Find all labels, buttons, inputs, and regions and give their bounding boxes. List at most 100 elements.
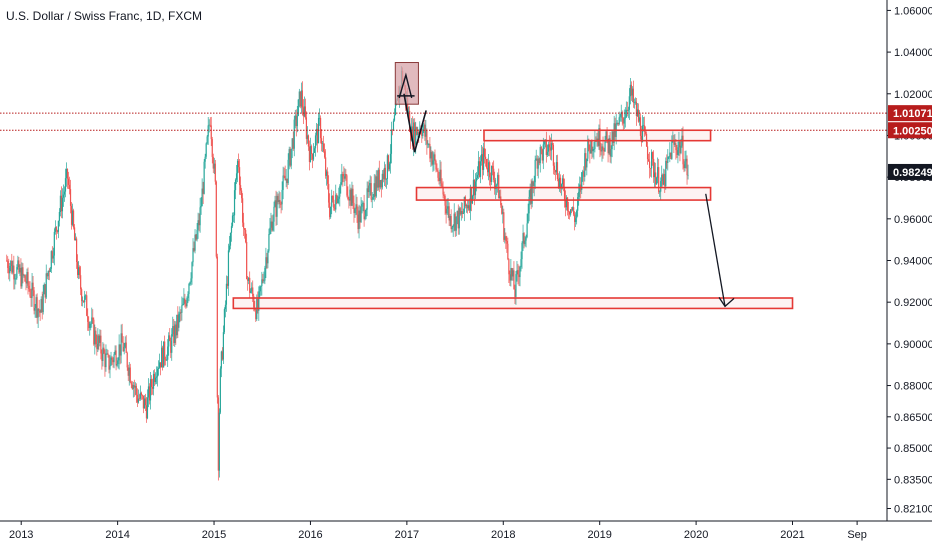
candle-body xyxy=(50,251,52,269)
candle-body xyxy=(161,347,163,368)
price-tick-label: 0.82100 xyxy=(894,503,932,515)
candle-body xyxy=(229,232,232,246)
candle-body xyxy=(678,141,680,148)
candle-body xyxy=(326,171,328,176)
candle-body xyxy=(328,183,330,203)
candle-body xyxy=(56,230,58,232)
candle-body xyxy=(571,209,573,211)
candle-body xyxy=(300,90,302,107)
candle-body xyxy=(221,351,223,360)
candle-body xyxy=(215,181,217,257)
candle-body xyxy=(280,204,282,205)
candle-body xyxy=(677,147,679,155)
candle-body xyxy=(44,284,46,298)
candle-body xyxy=(549,147,551,151)
candle-body xyxy=(561,178,564,185)
candle-body xyxy=(128,367,130,376)
candle-body xyxy=(376,176,378,188)
candle-body xyxy=(384,167,386,180)
candle-body xyxy=(634,101,637,103)
candle-body xyxy=(45,273,47,298)
candle-body xyxy=(426,130,428,145)
candle-body xyxy=(109,365,111,370)
candle-body xyxy=(633,102,635,103)
price-tag-label: 1.00250 xyxy=(893,125,932,137)
candle-body xyxy=(68,184,71,190)
candle-body xyxy=(609,138,611,157)
candle-body xyxy=(125,342,127,353)
candle-body xyxy=(292,138,294,149)
candle-body xyxy=(89,323,91,329)
candle-body xyxy=(564,200,567,208)
candle-body xyxy=(608,138,610,154)
candle-body xyxy=(641,125,644,143)
candle-body xyxy=(482,148,485,170)
candle-body xyxy=(82,300,84,302)
candle-body xyxy=(129,367,131,383)
candle-body xyxy=(10,260,12,267)
candle-body xyxy=(19,267,21,273)
candle-body xyxy=(59,195,62,212)
candle-body xyxy=(303,106,305,117)
candle-body xyxy=(410,131,412,141)
candle-body xyxy=(378,169,380,188)
candle-body xyxy=(665,161,667,187)
overlays-layer xyxy=(0,62,887,310)
price-tag-box xyxy=(888,105,932,122)
candle-body xyxy=(191,262,193,279)
candle-body xyxy=(457,211,459,229)
candle-body xyxy=(566,197,569,211)
candle-body xyxy=(501,205,503,214)
candle-body xyxy=(204,156,206,162)
candle-body xyxy=(193,248,195,251)
candle-body xyxy=(305,117,308,139)
time-axis[interactable]: 2013 2014 2015 2016 2017 2018 2019 2020 2021 Sep xyxy=(9,521,867,541)
price-tick-label: 1.02000 xyxy=(894,89,932,101)
candle-body xyxy=(386,155,388,179)
candle-body xyxy=(181,305,183,313)
candle-body xyxy=(537,158,539,169)
candle-body xyxy=(623,118,625,124)
candle-body xyxy=(22,267,24,276)
candle-body xyxy=(64,178,67,192)
candle-body xyxy=(431,152,433,165)
candle-body xyxy=(417,132,419,135)
candle-body xyxy=(461,211,463,214)
time-tick-label: 2014 xyxy=(105,529,129,541)
candle-body xyxy=(81,289,83,302)
candle-body xyxy=(475,178,478,182)
price-tick-label: 0.94000 xyxy=(894,256,932,268)
candle-body xyxy=(279,199,281,205)
candle-body xyxy=(483,148,486,157)
candle-body xyxy=(123,346,125,352)
arrow-head xyxy=(718,296,735,308)
candle-body xyxy=(490,177,492,182)
candle-body xyxy=(359,210,361,223)
candle-body xyxy=(340,182,342,187)
candle-body xyxy=(127,367,129,376)
candle-body xyxy=(652,152,654,159)
candle-body xyxy=(175,324,177,336)
candle-body xyxy=(62,194,65,198)
candle-body xyxy=(246,241,248,280)
candle-body xyxy=(103,347,105,354)
candle-body xyxy=(111,357,113,360)
candle-body xyxy=(612,131,614,143)
candle-body xyxy=(39,310,41,313)
candle-body xyxy=(132,385,134,389)
candle-body xyxy=(422,129,424,137)
candle-body xyxy=(47,270,49,277)
candle-body xyxy=(96,344,98,350)
candle-body xyxy=(34,308,36,311)
candle-body xyxy=(241,190,243,199)
candle-body xyxy=(25,281,27,284)
candle-body xyxy=(499,196,501,199)
candle-body xyxy=(358,210,360,230)
candle-body xyxy=(585,153,587,168)
candle-body xyxy=(321,143,324,145)
candle-body xyxy=(344,174,346,179)
candle-body xyxy=(607,139,609,154)
candle-body xyxy=(536,158,538,169)
candle-body xyxy=(272,221,274,231)
